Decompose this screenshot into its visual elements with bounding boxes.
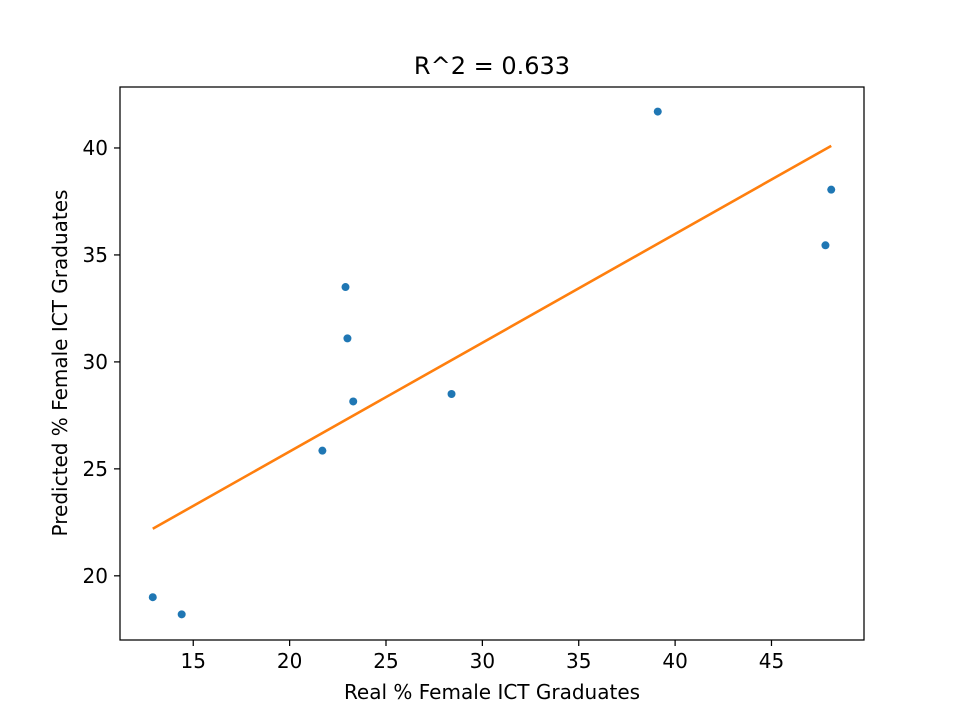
scatter-point [341, 283, 350, 292]
y-tick-label: 25 [83, 457, 108, 481]
scatter-point [447, 389, 456, 398]
axes-frame [119, 86, 865, 641]
y-tick-label: 20 [83, 564, 108, 588]
scatter-point [318, 446, 327, 455]
y-tick-label: 30 [83, 350, 108, 374]
y-axis-label: Predicted % Female ICT Graduates [48, 190, 72, 537]
x-tick-label: 30 [470, 649, 495, 673]
y-tick-label: 35 [83, 243, 108, 267]
x-tick-label: 25 [373, 649, 398, 673]
scatter-point [827, 185, 836, 194]
x-axis-label: Real % Female ICT Graduates [344, 680, 640, 704]
fit-line [152, 144, 832, 530]
scatter-point [148, 593, 157, 602]
y-axis-ticks: 20 25 30 35 40 [83, 136, 120, 588]
y-tick-label: 40 [83, 136, 108, 160]
scatter-point [343, 334, 352, 343]
plot-area [148, 107, 836, 619]
x-tick-label: 40 [662, 649, 687, 673]
x-tick-label: 20 [277, 649, 302, 673]
x-tick-label: 35 [566, 649, 591, 673]
scatter-point [177, 610, 186, 619]
chart-title: R^2 = 0.633 [414, 52, 570, 80]
scatter-point [349, 397, 358, 406]
x-tick-label: 15 [181, 649, 206, 673]
scatter-point [653, 107, 662, 116]
scatter-point [821, 241, 830, 250]
x-tick-label: 45 [759, 649, 784, 673]
x-axis-ticks: 15 20 25 30 35 40 45 [181, 640, 784, 673]
